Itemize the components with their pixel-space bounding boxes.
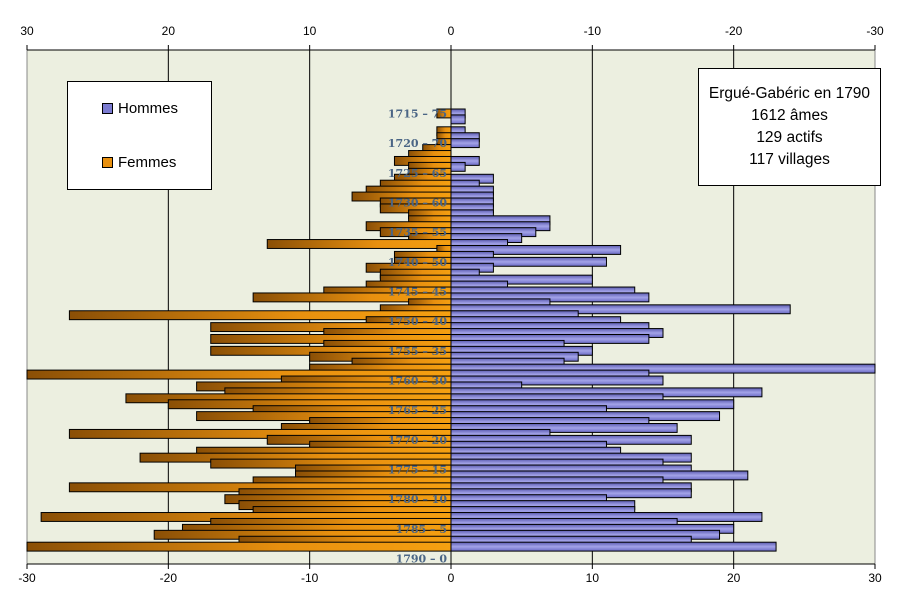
info-actifs: 129 actifs xyxy=(756,129,823,146)
age-label: 1780 – 10 xyxy=(388,493,447,506)
age-label: 1770 – 20 xyxy=(388,434,447,447)
legend-item-hommes: Hommes xyxy=(102,100,178,117)
top-tick-label: -30 xyxy=(866,24,884,38)
legend-label-hommes: Hommes xyxy=(118,100,179,117)
bars xyxy=(26,108,876,552)
age-label: 1760 – 30 xyxy=(388,374,447,387)
bottom-tick-label: -10 xyxy=(301,571,319,585)
bar-hommes-age-70 xyxy=(450,138,480,149)
age-label: 1720 – 70 xyxy=(388,137,447,150)
age-label: 1740 – 50 xyxy=(388,256,447,269)
bar-hommes-age-74 xyxy=(450,114,466,125)
bar-hommes-age-2 xyxy=(450,541,777,552)
info-population: 1612 âmes xyxy=(751,107,828,124)
top-tick-label: 20 xyxy=(162,24,176,38)
info-title: Ergué-Gabéric en 1790 xyxy=(708,85,871,102)
age-label: 1745 – 45 xyxy=(388,285,447,298)
bottom-tick-label: 30 xyxy=(868,571,882,585)
age-label: 1730 – 60 xyxy=(388,196,447,209)
age-label: 1765 – 25 xyxy=(388,404,447,417)
legend-label-femmes: Femmes xyxy=(118,154,177,171)
bottom-tick-label: 10 xyxy=(586,571,600,585)
top-axis-ticks: 30 20 10 0 -10 -20 -30 xyxy=(20,24,884,50)
info-box: Ergué-Gabéric en 1790 1612 âmes 129 acti… xyxy=(698,68,881,186)
age-label: 1750 – 40 xyxy=(388,315,447,328)
legend: Hommes Femmes xyxy=(67,81,212,190)
top-tick-label: 30 xyxy=(20,24,34,38)
bar-femmes-age-2 xyxy=(26,541,452,552)
age-label: 1790 – 0 xyxy=(396,553,448,566)
bottom-tick-label: -30 xyxy=(18,571,36,585)
age-label: 1735 – 55 xyxy=(388,226,447,239)
bottom-tick-label: 0 xyxy=(448,571,455,585)
femmes-swatch-icon xyxy=(102,157,113,168)
hommes-swatch-icon xyxy=(102,103,113,114)
top-tick-label: -20 xyxy=(725,24,743,38)
age-label: 1725 – 65 xyxy=(388,167,447,180)
bottom-tick-label: -20 xyxy=(160,571,178,585)
info-villages: 117 villages xyxy=(749,151,830,168)
bottom-tick-label: 20 xyxy=(727,571,741,585)
top-tick-label: -10 xyxy=(584,24,602,38)
age-labels: 1715 – 75 1720 – 70 1725 – 65 1730 – 60 1735… xyxy=(388,107,447,565)
top-tick-label: 10 xyxy=(303,24,317,38)
age-label: 1755 – 35 xyxy=(388,345,447,358)
legend-item-femmes: Femmes xyxy=(102,154,176,171)
bar-hommes-age-66 xyxy=(450,161,466,172)
top-tick-label: 0 xyxy=(448,24,455,38)
bottom-axis-ticks: -30 -20 -10 0 10 20 30 xyxy=(18,564,882,585)
bar-femmes-age-53 xyxy=(266,239,452,249)
age-label: 1775 – 15 xyxy=(388,464,447,477)
age-label: 1715 – 75 xyxy=(388,107,447,120)
age-label: 1785 – 5 xyxy=(396,523,447,536)
